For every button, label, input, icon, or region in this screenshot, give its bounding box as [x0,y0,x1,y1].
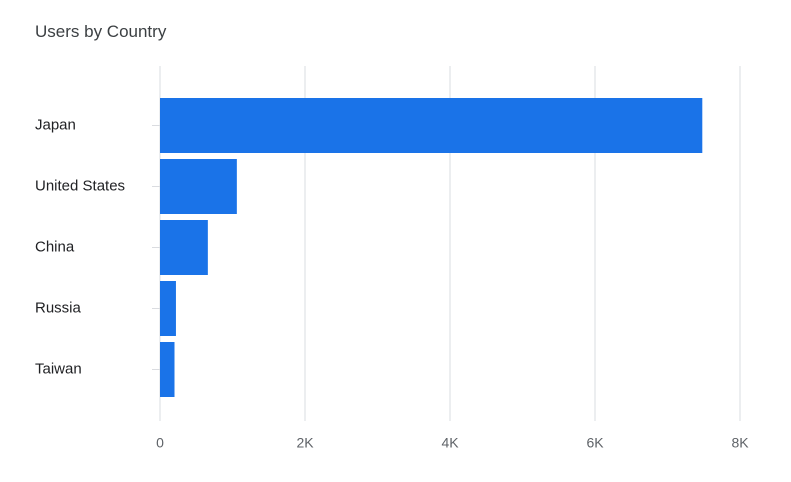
x-tick-label: 8K [731,435,749,451]
x-tick-label: 0 [156,435,164,451]
bar-united-states[interactable] [160,159,237,214]
bar-china[interactable] [160,220,208,275]
category-label: Russia [35,299,82,316]
bars [160,98,703,397]
category-label: Taiwan [35,360,82,377]
category-labels: Japan United States China Russia Taiwan [35,116,125,377]
category-label: Japan [35,116,76,133]
category-label: United States [35,177,125,194]
bar-taiwan[interactable] [160,342,175,397]
x-axis-ticks: 0 2K 4K 6K 8K [156,435,749,451]
x-tick-label: 6K [586,435,604,451]
bar-russia[interactable] [160,281,176,336]
bar-japan[interactable] [160,98,703,153]
category-label: China [35,238,75,255]
x-tick-label: 2K [296,435,314,451]
chart-title: Users by Country [35,22,167,41]
x-tick-label: 4K [441,435,459,451]
